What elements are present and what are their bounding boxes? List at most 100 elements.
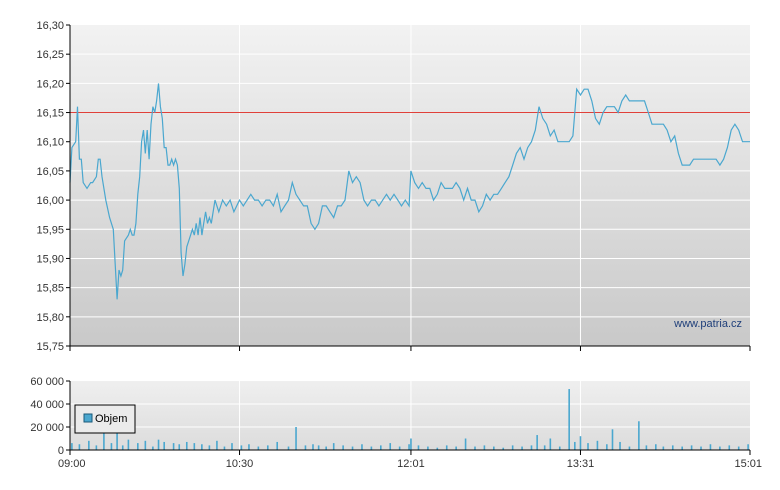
price-y-tick-label: 16,00 — [36, 195, 64, 207]
volume-bars — [71, 389, 749, 450]
volume-bar — [427, 446, 429, 450]
volume-bar — [511, 445, 514, 450]
volume-bar — [671, 445, 674, 450]
volume-bar — [208, 445, 211, 450]
volume-bar — [193, 443, 196, 450]
volume-bar — [606, 444, 608, 450]
volume-bar — [655, 444, 657, 450]
volume-bar — [709, 444, 712, 450]
volume-y-tick-label: 20 000 — [30, 422, 64, 434]
volume-bar — [681, 446, 683, 450]
volume-bar — [568, 389, 570, 450]
volume-bar — [231, 443, 233, 450]
volume-bar — [103, 427, 105, 450]
volume-legend: Objem — [74, 404, 136, 434]
volume-bar — [611, 429, 614, 450]
volume-bar — [163, 441, 165, 450]
price-vertical-grid — [239, 25, 581, 346]
volume-bar — [317, 445, 320, 450]
volume-bar — [351, 446, 354, 450]
x-tick-label: 09:00 — [58, 458, 86, 470]
volume-bar — [530, 445, 533, 450]
legend-label: Objem — [95, 413, 127, 425]
volume-bar — [719, 446, 721, 450]
volume-bar — [201, 444, 203, 450]
volume-plot-background — [70, 381, 750, 450]
volume-bar — [325, 446, 327, 450]
volume-bar — [483, 445, 486, 450]
x-tick-label: 15:01 — [734, 458, 762, 470]
volume-bar — [579, 436, 582, 450]
volume-bar — [543, 445, 546, 450]
volume-bar — [342, 445, 344, 450]
volume-bar — [216, 440, 218, 450]
volume-bar — [240, 445, 243, 450]
price-y-tick-label: 16,30 — [36, 20, 64, 32]
price-y-tick-label: 15,75 — [36, 341, 64, 353]
volume-bar — [312, 444, 314, 450]
volume-bar — [474, 446, 476, 450]
volume-bar — [116, 422, 118, 450]
volume-bar — [110, 443, 113, 450]
volume-bar — [276, 441, 279, 450]
volume-bar — [287, 446, 290, 450]
volume-bar — [398, 446, 401, 450]
price-y-tick-label: 15,95 — [36, 224, 64, 236]
volume-bar — [144, 440, 147, 450]
volume-bar — [445, 445, 448, 450]
volume-bar — [700, 446, 702, 450]
volume-bar — [417, 445, 420, 450]
volume-bar — [304, 445, 307, 450]
price-y-axis: 16,30 16,25 16,20 16,15 16,10 16,05 16,00 15,95… — [36, 20, 71, 353]
x-tick-label: 10:30 — [226, 458, 254, 470]
price-x-tick-marks — [69, 346, 751, 351]
volume-bar — [558, 446, 561, 450]
volume-bar — [295, 427, 297, 450]
price-y-tick-label: 16,15 — [36, 108, 64, 120]
volume-bar — [737, 446, 740, 450]
price-y-tick-label: 15,85 — [36, 283, 64, 295]
volume-bar — [137, 443, 139, 450]
volume-bar — [380, 445, 382, 450]
volume-bar — [172, 443, 175, 450]
price-panel: 16,30 16,25 16,20 16,15 16,10 16,05 16,00 15,95… — [36, 20, 751, 353]
volume-y-tick-label: 0 — [58, 445, 64, 457]
volume-bar — [88, 440, 90, 450]
x-tick-label: 13:31 — [567, 458, 595, 470]
volume-bar — [178, 444, 181, 450]
volume-bar — [747, 444, 749, 450]
x-tick-label: 12:01 — [397, 458, 425, 470]
volume-bar — [596, 440, 599, 450]
volume-bar — [464, 438, 467, 450]
price-y-tick-label: 15,80 — [36, 312, 64, 324]
volume-bar — [223, 446, 226, 450]
volume-bar — [410, 438, 412, 450]
volume-bar — [257, 446, 260, 450]
volume-y-axis: 60 000 40 000 20 000 0 — [30, 376, 71, 457]
volume-bar — [389, 443, 392, 450]
price-y-tick-label: 16,05 — [36, 166, 64, 178]
volume-bar — [266, 445, 269, 450]
volume-bar — [152, 446, 154, 450]
price-y-tick-label: 16,20 — [36, 78, 64, 90]
watermark: www.patria.cz — [673, 318, 742, 330]
volume-bar — [728, 445, 731, 450]
price-series-line — [69, 83, 750, 300]
volume-bar — [502, 447, 505, 450]
volume-x-axis: 09:00 10:30 12:01 13:31 15:01 — [58, 450, 762, 470]
volume-bar — [121, 445, 124, 450]
volume-bar — [361, 444, 363, 450]
volume-bar — [645, 445, 648, 450]
volume-grid — [70, 403, 750, 428]
volume-bar — [408, 444, 410, 450]
volume-bar — [574, 441, 576, 450]
volume-bar — [248, 444, 250, 450]
volume-bar — [332, 443, 335, 450]
volume-y-tick-label: 40 000 — [30, 399, 64, 411]
volume-bar — [690, 445, 693, 450]
price-y-tick-label: 16,25 — [36, 49, 64, 61]
volume-y-tick-label: 60 000 — [30, 376, 64, 388]
volume-bar — [628, 446, 631, 450]
